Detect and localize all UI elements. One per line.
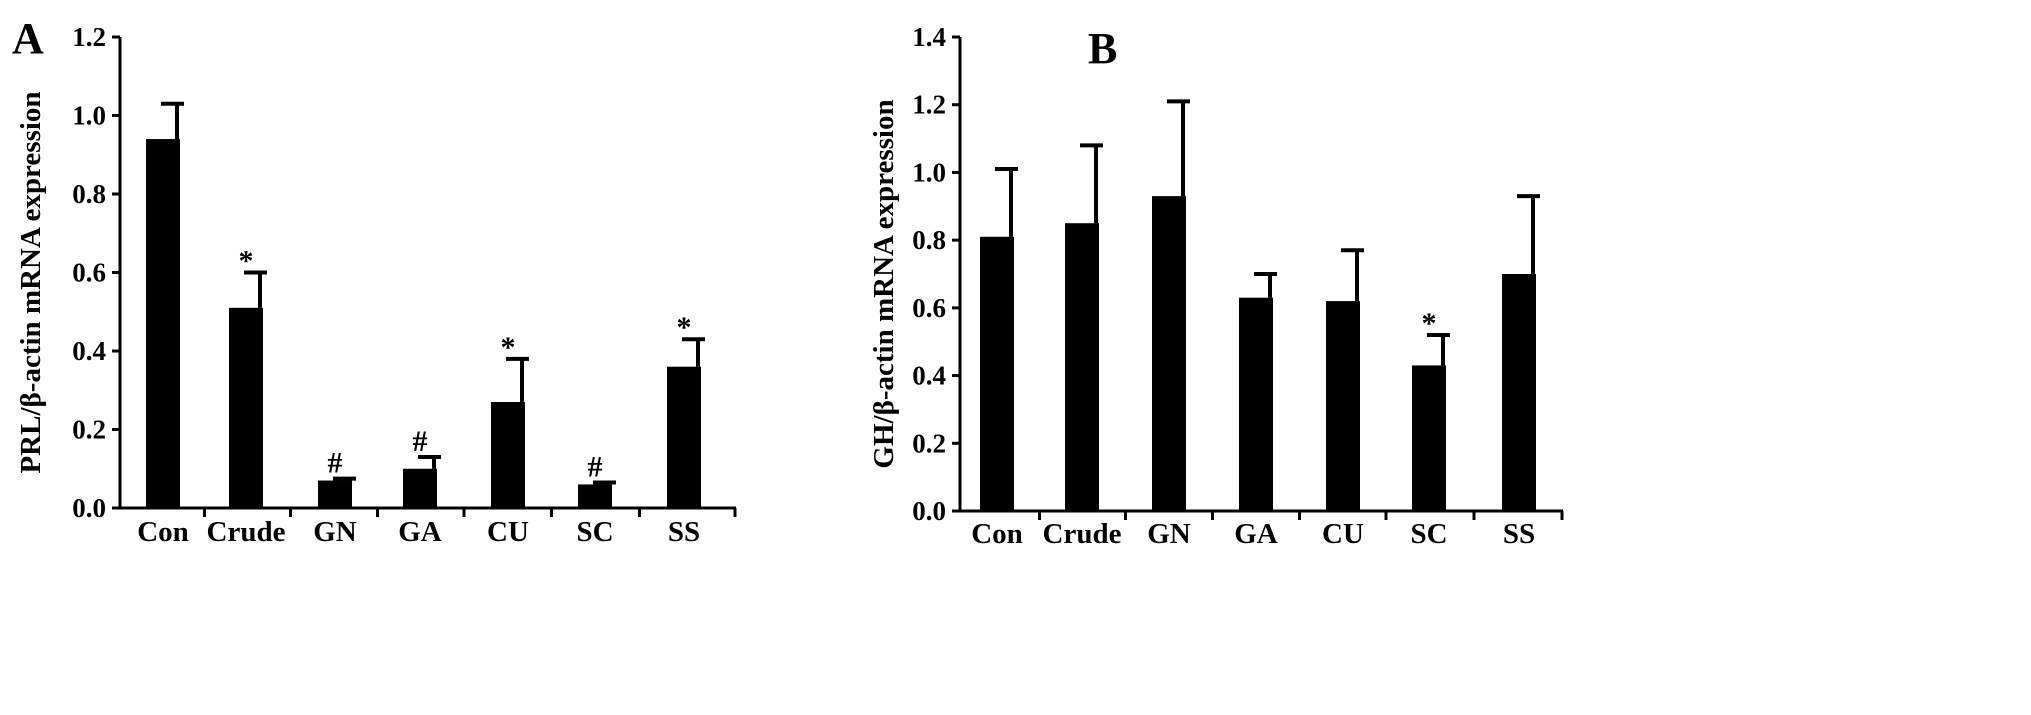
panel-b-y-tick-label: 0.4 [912, 361, 946, 391]
panel-b-category-label: CU [1322, 518, 1364, 550]
panel-a-significance-mark: * [501, 331, 516, 364]
panel-a-category-label: SS [668, 516, 700, 548]
panel-b-bar [980, 236, 1014, 511]
panel-b-bar [1065, 223, 1099, 511]
panel-a-significance-mark: # [588, 450, 603, 483]
panel-b-y-tick-label: 1.4 [912, 22, 946, 52]
panel-b-bar [1326, 301, 1360, 511]
panel-b-y-tick-label: 0.8 [912, 225, 946, 255]
panel-a-category-label: Crude [207, 516, 286, 548]
panel-a-bar [146, 139, 180, 509]
panel-a: A 0.0 0.2 0.4 0.6 0.8 1.0 1.2 Con * Crude # GN # GA * C… [12, 14, 737, 548]
panel-a-y-tick-label: 1.2 [72, 22, 106, 52]
panel-a-significance-mark: # [328, 447, 343, 480]
panel-b-bar [1412, 365, 1446, 511]
panel-b-letter: B [1088, 24, 1117, 73]
panel-b-y-tick-label: 0.2 [912, 428, 946, 458]
panel-a-bar [403, 468, 437, 508]
panel-b-category-label: GA [1234, 518, 1278, 550]
panel-a-significance-mark: * [239, 245, 254, 278]
panel-a-category-label: Con [137, 516, 189, 548]
panel-a-category-label: CU [487, 516, 529, 548]
panel-b: B 0.0 0.2 0.4 0.6 0.8 1.0 1.2 1.4 Con Crude GN GA CU… [868, 22, 1564, 550]
panel-a-y-tick-label: 1.0 [72, 101, 106, 131]
panel-b-category-label: SC [1410, 518, 1447, 550]
panel-a-bar [578, 484, 612, 508]
panel-b-y-tick-label: 0.6 [912, 293, 946, 323]
panel-a-category-label: GN [313, 516, 357, 548]
panel-a-category-label: SC [576, 516, 613, 548]
panel-a-bar [229, 307, 263, 508]
panel-a-significance-mark: * [677, 311, 692, 344]
panel-a-y-axis-title: PRL/β-actin mRNA expression [15, 91, 47, 473]
panel-b-category-label: SS [1503, 518, 1535, 550]
panel-b-bar [1239, 297, 1273, 511]
panel-b-y-tick-label: 1.0 [912, 157, 946, 187]
panel-b-y-tick-label: 0.0 [912, 496, 946, 526]
panel-a-bar [491, 402, 525, 508]
panel-b-category-label: GN [1147, 518, 1191, 550]
panel-b-category-label: Con [971, 518, 1023, 550]
panel-a-y-tick-label: 0.0 [72, 493, 106, 523]
panel-a-bar [318, 480, 352, 508]
panel-a-letter: A [12, 14, 44, 63]
panel-b-bar [1152, 196, 1186, 511]
panel-b-category-label: Crude [1043, 518, 1122, 550]
panel-b-significance-mark: * [1422, 307, 1437, 340]
panel-a-bar [667, 366, 701, 508]
panel-b-bar [1502, 274, 1536, 511]
panel-a-significance-mark: # [413, 425, 428, 458]
panel-a-y-tick-label: 0.6 [72, 258, 106, 288]
panel-b-y-axis-title: GH/β-actin mRNA expression [868, 99, 900, 468]
panel-a-category-label: GA [398, 516, 442, 548]
panel-a-y-tick-label: 0.2 [72, 415, 106, 445]
panel-b-y-tick-label: 1.2 [912, 90, 946, 120]
panel-a-y-tick-label: 0.8 [72, 179, 106, 209]
panel-a-y-tick-label: 0.4 [72, 336, 106, 366]
